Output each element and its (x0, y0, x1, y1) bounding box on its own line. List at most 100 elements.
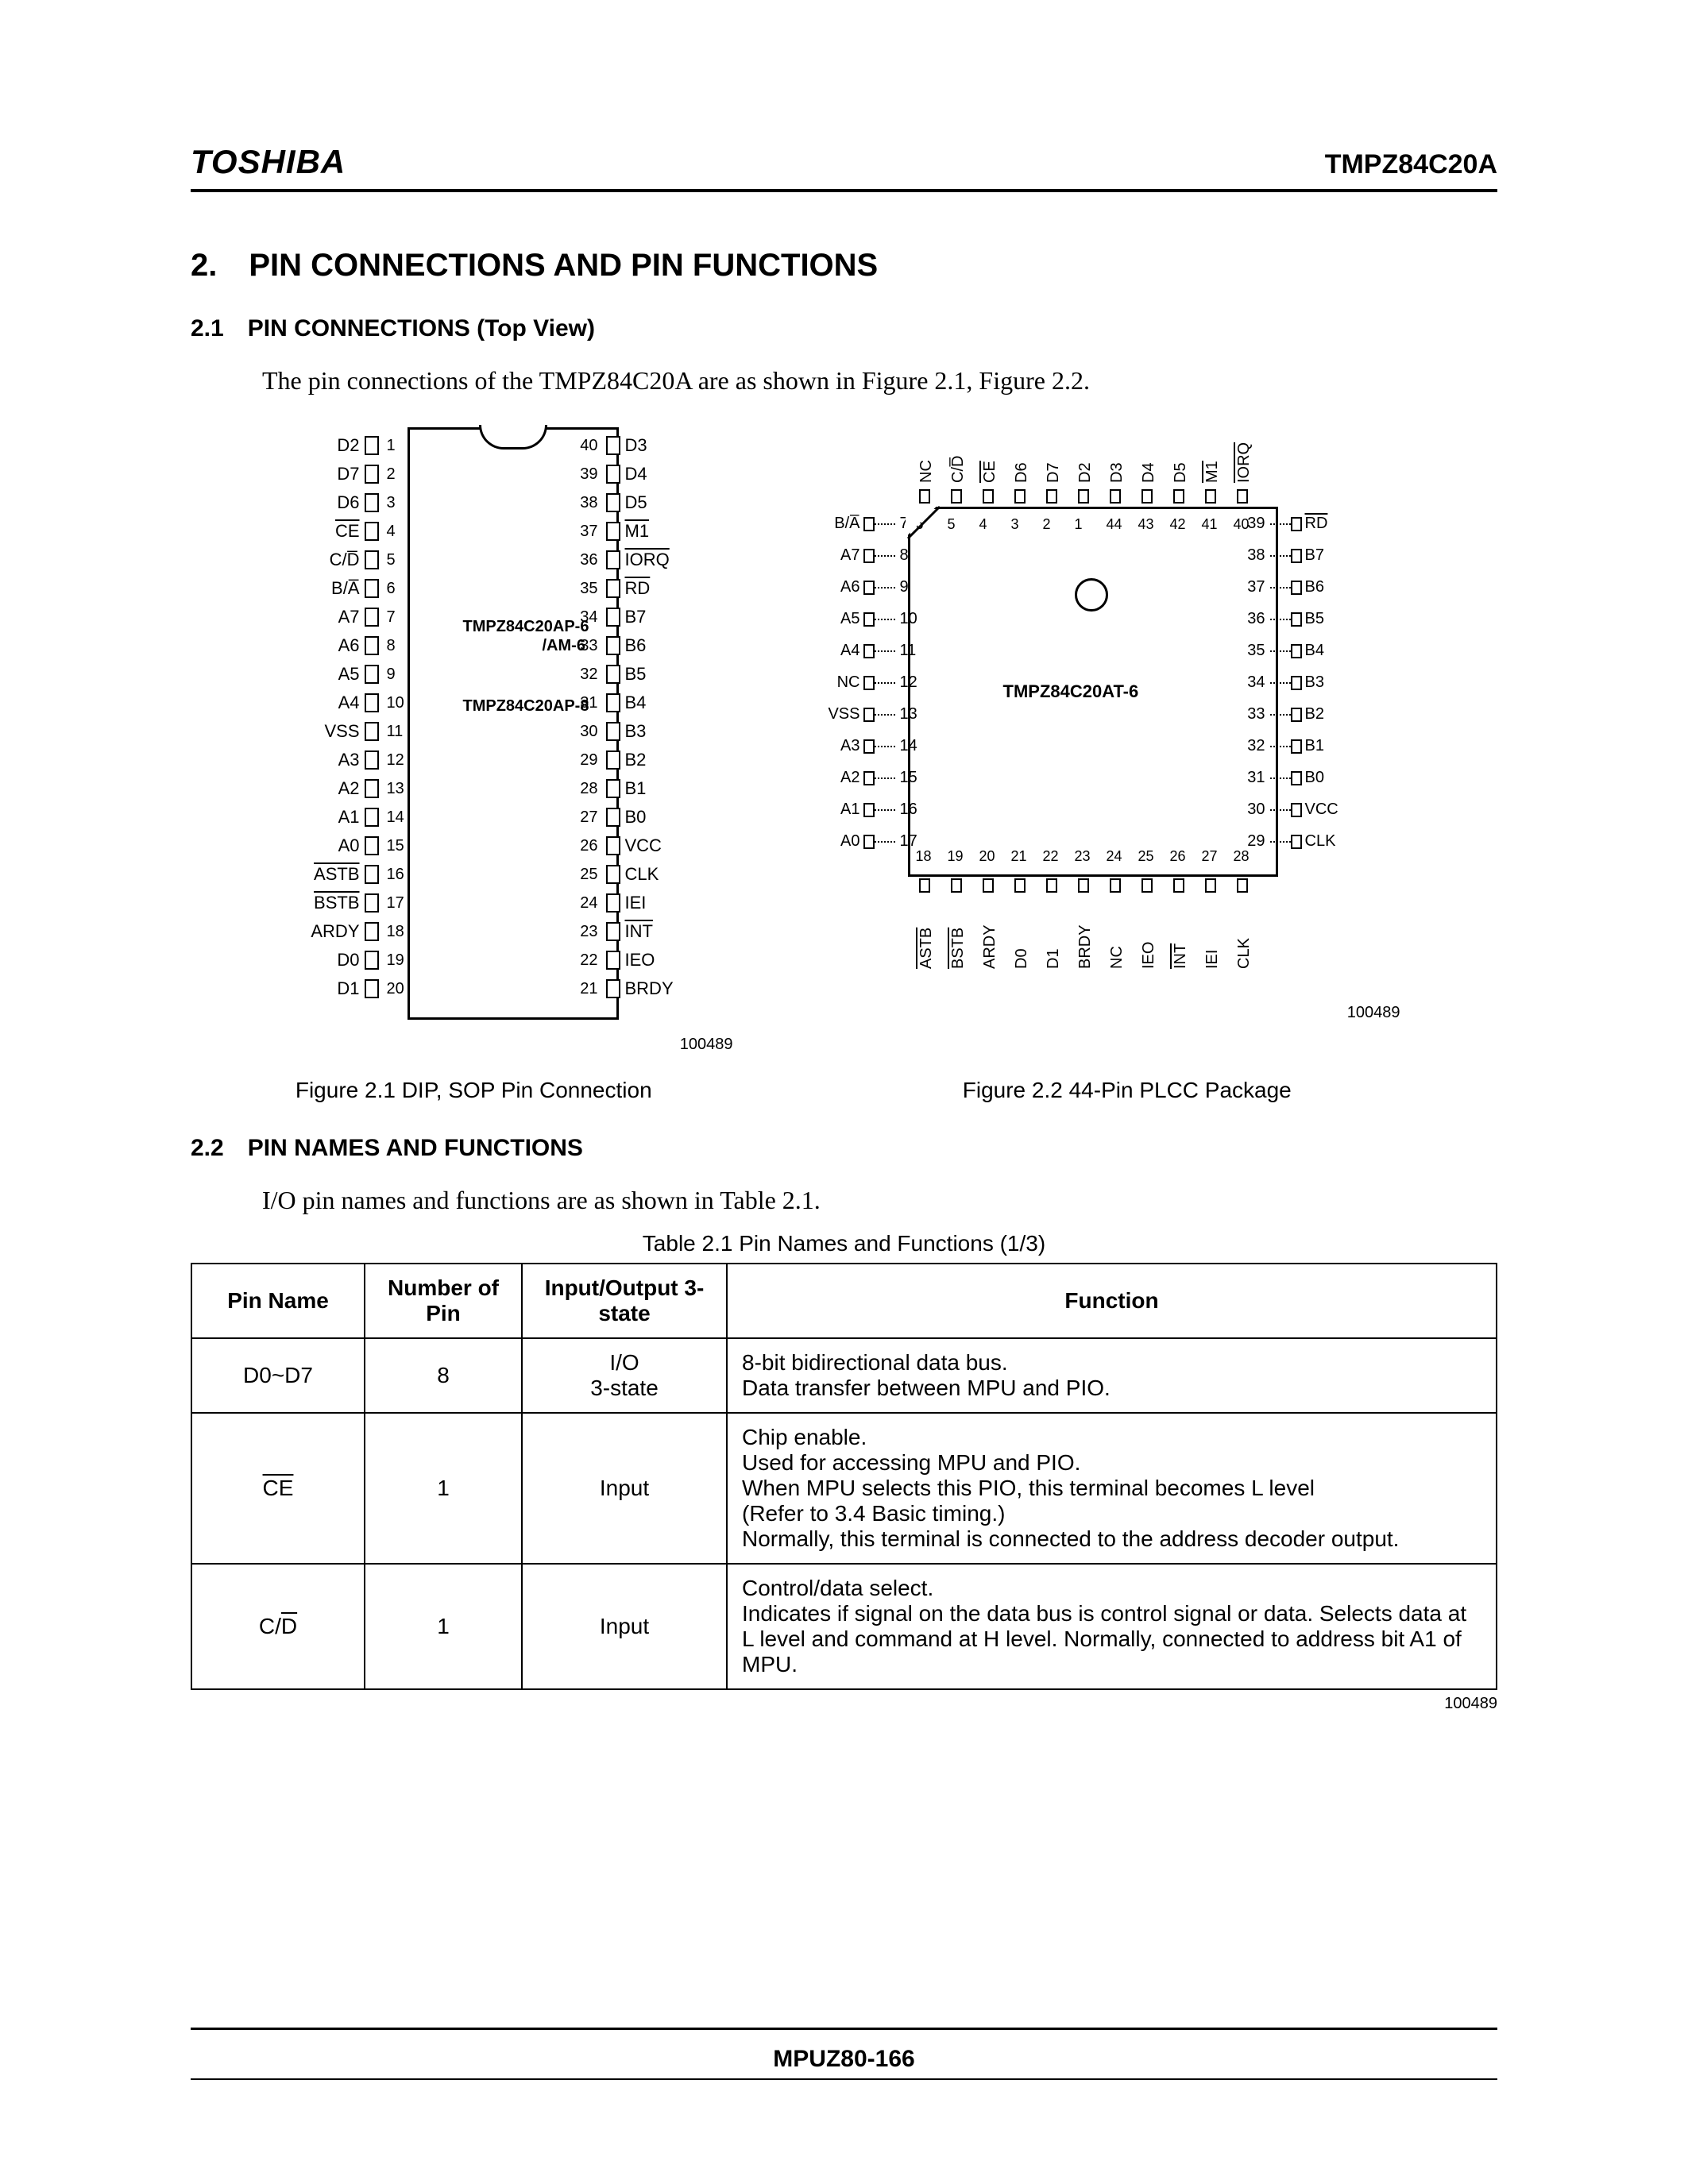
pin-number: 16 (895, 801, 917, 819)
pin-number: 31 (574, 694, 606, 712)
cell-pinname: D0~D7 (191, 1338, 365, 1413)
dip-pin-right: 30B3 (574, 721, 697, 742)
plcc-pin-top-label: D3 (1108, 427, 1126, 483)
pin-lead-icon (606, 751, 620, 770)
pin-label: B0 (620, 807, 697, 828)
pin-lead-icon (951, 489, 962, 504)
pin-number: 30 (1242, 801, 1270, 819)
dip-pin-left: D120 (288, 978, 411, 999)
pin-dotted-icon (1270, 841, 1291, 843)
dip-pin-right: 37M1 (574, 521, 697, 542)
plcc-pin-left: A314 (813, 737, 917, 755)
table-row: C/D1InputControl/data select.Indicates i… (191, 1564, 1497, 1689)
pin-number: 10 (379, 694, 411, 712)
cell-pinname: C/D (191, 1564, 365, 1689)
pin-number: 21 (574, 980, 606, 998)
pin-dotted-icon (875, 809, 895, 811)
footer-underline (191, 2078, 1497, 2080)
pin-lead-icon (365, 465, 379, 484)
pin-label: D6 (288, 492, 365, 513)
pin-number: 37 (574, 523, 606, 541)
pin-lead-icon (1291, 771, 1302, 785)
pin-number: 35 (1242, 642, 1270, 660)
pin-number: 17 (379, 894, 411, 913)
pin-label: B7 (1302, 546, 1324, 565)
plcc-pin-top-label: D2 (1076, 427, 1095, 483)
pin-label: VSS (288, 721, 365, 742)
pin-lead-icon (1205, 878, 1216, 893)
pin-number: 2 (1043, 516, 1051, 533)
pin-number: 43 (1138, 516, 1154, 533)
pin-lead-icon (1291, 581, 1302, 595)
pin-number: 12 (379, 751, 411, 770)
pin-label: CLK (620, 864, 697, 885)
pin-label: D3 (620, 435, 697, 456)
pin-label: B4 (1302, 642, 1324, 660)
pin-lead-icon (365, 922, 379, 941)
pin-lead-icon (365, 436, 379, 455)
pin-number: 11 (379, 723, 411, 741)
pin-label: A5 (813, 610, 863, 628)
pin-lead-icon (1014, 489, 1026, 504)
dip-pin-left: A114 (288, 807, 411, 828)
dip-pin-right: 31B4 (574, 693, 697, 713)
dip-pin-right: 34B7 (574, 607, 697, 627)
pin-label: C/D̅ (288, 550, 365, 570)
plcc-pin-top-label: D5 (1172, 427, 1190, 483)
pin-label: B/A̅ (813, 515, 863, 533)
plcc-pin-bottom-label: BRDY (1076, 897, 1095, 969)
pin-label: NC (813, 673, 863, 692)
pin-number: 26 (1170, 848, 1186, 865)
pin-label: B3 (1302, 673, 1324, 692)
pin-label: B2 (1302, 705, 1324, 723)
pin-dotted-icon (875, 587, 895, 588)
pin-lead-icon (919, 489, 930, 504)
pin-lead-icon (365, 493, 379, 512)
pin-lead-icon (1291, 612, 1302, 627)
sub22-num: 2.2 (191, 1135, 224, 1162)
pin-lead-icon (365, 665, 379, 684)
pin-label: A5 (288, 664, 365, 685)
pin-number: 37 (1242, 578, 1270, 596)
th-pinname: Pin Name (191, 1264, 365, 1338)
plcc-pin-top-label: C/D̅ (949, 427, 968, 483)
pin-lead-icon (1141, 489, 1153, 504)
pin-number: 23 (1075, 848, 1091, 865)
dip-pin-left: A213 (288, 778, 411, 799)
plcc-pin-right: 38B7 (1242, 546, 1324, 565)
pin-number: 4 (979, 516, 987, 533)
dip-pin-right: 33B6 (574, 635, 697, 656)
pin-dotted-icon (1270, 809, 1291, 811)
section-num: 2. (191, 248, 217, 284)
pin-number: 17 (895, 832, 917, 851)
plcc-pin-left: A411 (813, 642, 917, 660)
pin-number: 2 (379, 465, 411, 484)
plcc-pin-right: 35 B4 (1242, 642, 1324, 660)
pin-lead-icon (1291, 644, 1302, 658)
cell-pinname: CE (191, 1413, 365, 1564)
plcc-pin-top-label: M1 (1203, 427, 1222, 483)
pin-number: 18 (379, 923, 411, 941)
dip-pin-left: D72 (288, 464, 411, 484)
figure-row: TMPZ84C20AP-6 /AM-6 TMPZ84C20AP-8 D21D72… (191, 427, 1497, 1054)
dip-pin-right: 29B2 (574, 750, 697, 770)
plcc-pin-bottom-label: INT (1172, 897, 1190, 969)
pin-lead-icon (1173, 489, 1184, 504)
plcc-pin-left: VSS13 (813, 705, 917, 723)
dip-pin-left: A312 (288, 750, 411, 770)
plcc-pin-left: NC12 (813, 673, 917, 692)
pin-label: BRDY (620, 978, 697, 999)
pin-lead-icon (951, 878, 962, 893)
pin-dotted-icon (875, 714, 895, 716)
pin-label: A2 (288, 778, 365, 799)
pin-dotted-icon (875, 778, 895, 779)
pin-label: A4 (813, 642, 863, 660)
pin-label: VSS (813, 705, 863, 723)
plcc-pin-top-label: IORQ (1235, 427, 1253, 483)
fig22-caption: Figure 2.2 44-Pin PLCC Package (817, 1078, 1437, 1103)
pin-lead-icon (1291, 549, 1302, 563)
pin-number: 4 (379, 523, 411, 541)
cell-function: Control/data select.Indicates if signal … (727, 1564, 1497, 1689)
pin-label: A2 (813, 769, 863, 787)
pin-number: 44 (1107, 516, 1122, 533)
